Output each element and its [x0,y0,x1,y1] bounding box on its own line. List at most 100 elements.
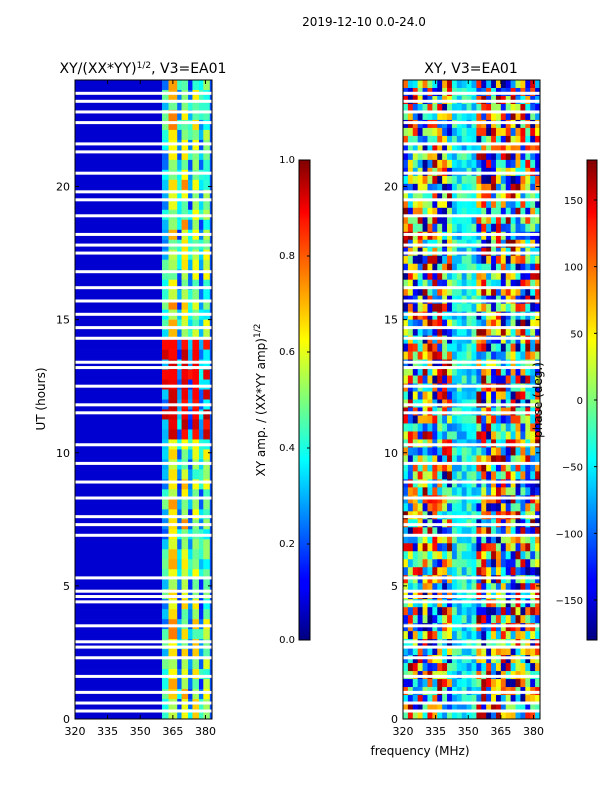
phase-cell [456,279,463,288]
amplitude-cell [161,379,169,390]
amplitude-cell [181,329,189,340]
phase-cell [456,551,463,560]
phase-cell [466,711,472,720]
amplitude-cell [209,279,213,290]
phase-cell [505,391,511,400]
amplitude-cell [188,549,193,560]
phase-cell [442,447,448,456]
phase-cell [456,159,463,169]
phase-cell [491,455,497,464]
phase-cell [505,183,511,193]
phase-cell [403,255,409,265]
amplitude-cell [75,569,163,580]
amplitude-cell [177,169,182,181]
amplitude-cell [177,639,182,650]
phase-cell [417,423,423,432]
amplitude-cell [168,619,178,630]
amplitude-cell [209,709,213,720]
amplitude-cell [177,179,182,191]
phase-cell [500,535,507,544]
phase-cell [476,647,482,656]
phase-cell [515,215,521,225]
phase-cell [461,551,467,560]
amp-cbar-tick-label: 0.4 [279,443,295,454]
phase-cell [417,80,423,89]
phase-cell [451,199,458,209]
phase-cell [422,319,428,328]
phase-cell [432,615,438,624]
amplitude-cell [209,369,213,380]
phase-cell [495,319,502,328]
amplitude-cell [177,269,182,280]
phase-cell [403,487,409,496]
phase-cell [500,703,507,712]
phase-cell [491,135,497,145]
flagged-row [403,674,540,678]
phase-cell [486,535,492,544]
amplitude-cell [161,539,169,550]
amplitude-cell [209,89,213,101]
amplitude-cell [168,119,178,131]
phase-cell [403,263,409,272]
phase-cell [417,503,423,512]
amplitude-cell [209,579,213,590]
amplitude-cell [203,99,211,111]
amplitude-cell [192,669,200,680]
phase-cell [520,415,526,424]
amplitude-cell [203,259,211,271]
phase-cell [525,271,531,280]
flagged-row [403,121,540,125]
phase-cell [432,711,438,720]
phase-cell [515,455,521,464]
phase-cell [471,567,477,576]
amplitude-cell [192,679,200,690]
amplitude-cell [188,509,193,520]
phase-cell [442,111,448,121]
amplitude-cell [209,219,213,231]
phase-cell [412,527,418,536]
phase-cell [427,503,433,512]
amplitude-cell [177,599,182,610]
phase-cell [437,527,443,536]
phase-cell [525,535,531,544]
phase-cell [530,175,536,185]
amplitude-cell [209,479,213,490]
flagged-row [403,360,540,364]
phase-cell [417,487,423,496]
x-tick-label: 320 [65,725,86,738]
phase-cell [476,503,482,512]
phase-cell [515,271,521,280]
phase-cell [491,159,497,169]
phase-cell [486,263,492,272]
amplitude-cell [177,279,182,290]
phase-cell [515,631,521,640]
phase-cell [530,607,536,616]
amplitude-cell [209,469,213,480]
amplitude-cell [161,189,169,201]
phase-cell [515,279,521,288]
amplitude-cell [198,109,204,121]
phase-cell [471,679,477,688]
amplitude-cell [181,559,189,570]
amplitude-cell [192,249,200,261]
amplitude-cell [209,669,213,680]
phase-cell [500,663,507,672]
phase-cell [466,423,472,432]
phase-cell [495,375,502,384]
amplitude-cell [177,679,182,690]
phase-cell [451,503,458,512]
phase-cell [510,327,516,336]
phase-cell [505,447,511,456]
flagged-row [403,411,540,415]
phase-cell [500,191,507,201]
phase-cell [481,319,487,328]
phase-cell [530,391,536,400]
phase-cell [510,135,516,145]
phase-cell [525,183,531,193]
phase-cell [403,535,409,544]
phase-cell [417,455,423,464]
phase-cell [525,527,531,536]
phase-cell [432,287,438,296]
amplitude-cell [177,159,182,171]
